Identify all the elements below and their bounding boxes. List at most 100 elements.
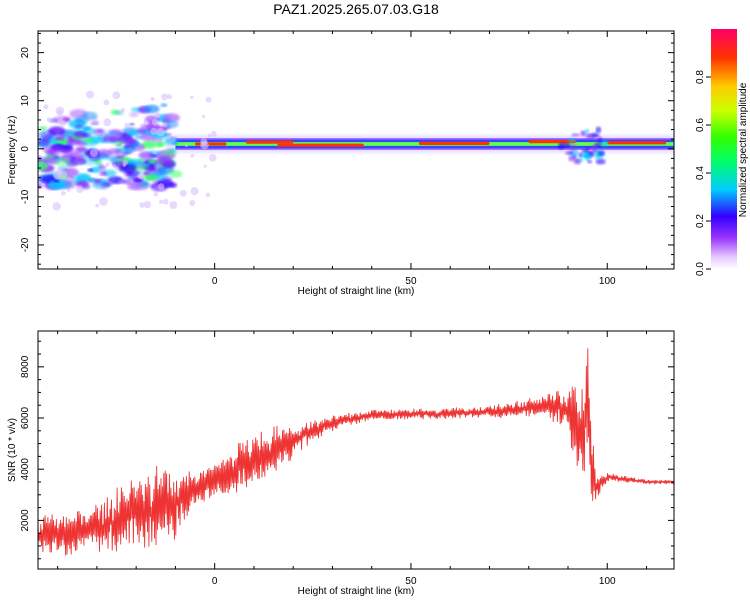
spectral-blob	[105, 130, 121, 139]
faint-blob	[154, 112, 161, 119]
faint-blob	[203, 164, 207, 168]
faint-blob	[190, 187, 199, 196]
spectral-blob	[38, 183, 44, 189]
spectral-blob	[147, 158, 156, 164]
faint-blob	[60, 190, 66, 196]
spectral-blob	[597, 136, 603, 143]
spectral-blob	[169, 136, 177, 141]
faint-blob	[205, 96, 212, 103]
faint-blob	[86, 90, 95, 99]
spectral-blob	[587, 151, 594, 156]
spectral-blob	[135, 164, 151, 173]
faint-blob	[153, 192, 159, 197]
faint-blob	[150, 127, 158, 135]
spectral-blob	[168, 170, 183, 178]
spectral-blob	[122, 178, 133, 185]
spectral-blob	[46, 157, 55, 163]
spectral-blob	[165, 132, 172, 137]
faint-blob	[122, 163, 127, 167]
spectral-blob	[53, 157, 71, 167]
faint-blob	[162, 122, 168, 128]
spectral-blob	[38, 131, 49, 141]
faint-blob	[158, 199, 164, 204]
faint-blob	[137, 172, 145, 180]
spectral-blob	[129, 130, 140, 137]
spectral-blob	[48, 145, 66, 155]
spectral-blob	[94, 179, 102, 183]
spectral-blob	[112, 160, 127, 169]
spectral-blob	[96, 163, 103, 168]
faint-blob	[112, 164, 116, 168]
spectral-blob	[75, 118, 85, 124]
spectrogram-ytick-label: -20	[20, 237, 31, 252]
spectral-blob	[581, 148, 589, 153]
faint-blob	[43, 104, 49, 110]
figure-title: PAZ1.2025.265.07.03.G18	[273, 1, 439, 17]
faint-blob	[105, 162, 110, 167]
spectral-blob	[110, 109, 120, 115]
faint-blob	[210, 130, 217, 137]
spectral-blob	[146, 174, 159, 182]
snr-ytick-label: 8000	[20, 355, 31, 378]
snr-xtick-label: 0	[212, 576, 218, 587]
faint-blob	[66, 188, 71, 192]
spectral-blob	[122, 152, 128, 157]
spectral-blob	[124, 147, 136, 153]
faint-blob	[161, 93, 169, 101]
spectral-blob	[115, 154, 125, 160]
spectral-blob	[569, 149, 579, 157]
spectral-blob	[160, 103, 168, 107]
spectral-blob	[137, 158, 145, 162]
spectral-blob	[70, 156, 87, 166]
faint-blob	[179, 189, 187, 197]
spectral-blob	[125, 137, 137, 144]
spectral-blob	[595, 126, 602, 134]
faint-blob	[143, 120, 149, 126]
spectral-blob	[100, 184, 109, 190]
faint-blob	[99, 197, 108, 206]
spectral-blob	[156, 156, 173, 166]
spectral-blob	[162, 113, 180, 123]
colorbar-axes: 0.0 0.2 0.4 0.6 0.8	[695, 70, 711, 276]
spectral-blob	[129, 122, 135, 126]
ridge-hotspot	[195, 142, 227, 146]
spectral-blob	[106, 154, 118, 161]
faint-blob	[143, 200, 152, 209]
faint-blob	[124, 122, 130, 128]
ridge-hotspot	[277, 143, 364, 147]
spectral-blob	[581, 154, 591, 158]
spectral-blob	[577, 157, 584, 163]
spectral-blob	[48, 180, 66, 190]
spectral-blob	[568, 155, 575, 162]
faint-blob	[58, 152, 64, 158]
spectrogram-xtick-label: 100	[599, 276, 616, 287]
spectral-blob	[590, 148, 598, 153]
spectral-blob	[161, 148, 178, 158]
faint-blob	[103, 99, 110, 106]
faint-blob	[150, 96, 155, 102]
spectral-blob	[89, 166, 102, 173]
spectral-blob	[82, 127, 96, 135]
spectral-blob	[87, 168, 94, 172]
snr-ytick-label: 2000	[20, 509, 31, 532]
faint-blob	[46, 117, 51, 122]
colorbar-tick-label: 0.2	[695, 214, 706, 228]
faint-blob	[57, 109, 63, 115]
spectrogram-ytick-label: 20	[20, 47, 31, 59]
spectral-blob	[41, 140, 47, 144]
spectrogram-xtick-label: 0	[212, 276, 218, 287]
faint-blob	[76, 185, 84, 194]
snr-xtick-label: 50	[405, 576, 417, 587]
spectral-blob	[143, 140, 156, 148]
spectral-blob	[48, 118, 58, 123]
faint-blob	[89, 149, 98, 158]
snr-axes: 0 50 100 2000 4000 6000 8000	[20, 331, 674, 587]
colorbar: 0.0 0.2 0.4 0.6 0.8 Normalized spectral ampl…	[695, 29, 749, 276]
spectral-blob	[127, 182, 142, 191]
spectral-blob	[585, 133, 595, 139]
spectral-blob	[96, 149, 112, 158]
spectral-blob	[141, 181, 151, 186]
spectral-blob	[99, 171, 108, 176]
faint-blob	[103, 118, 112, 127]
